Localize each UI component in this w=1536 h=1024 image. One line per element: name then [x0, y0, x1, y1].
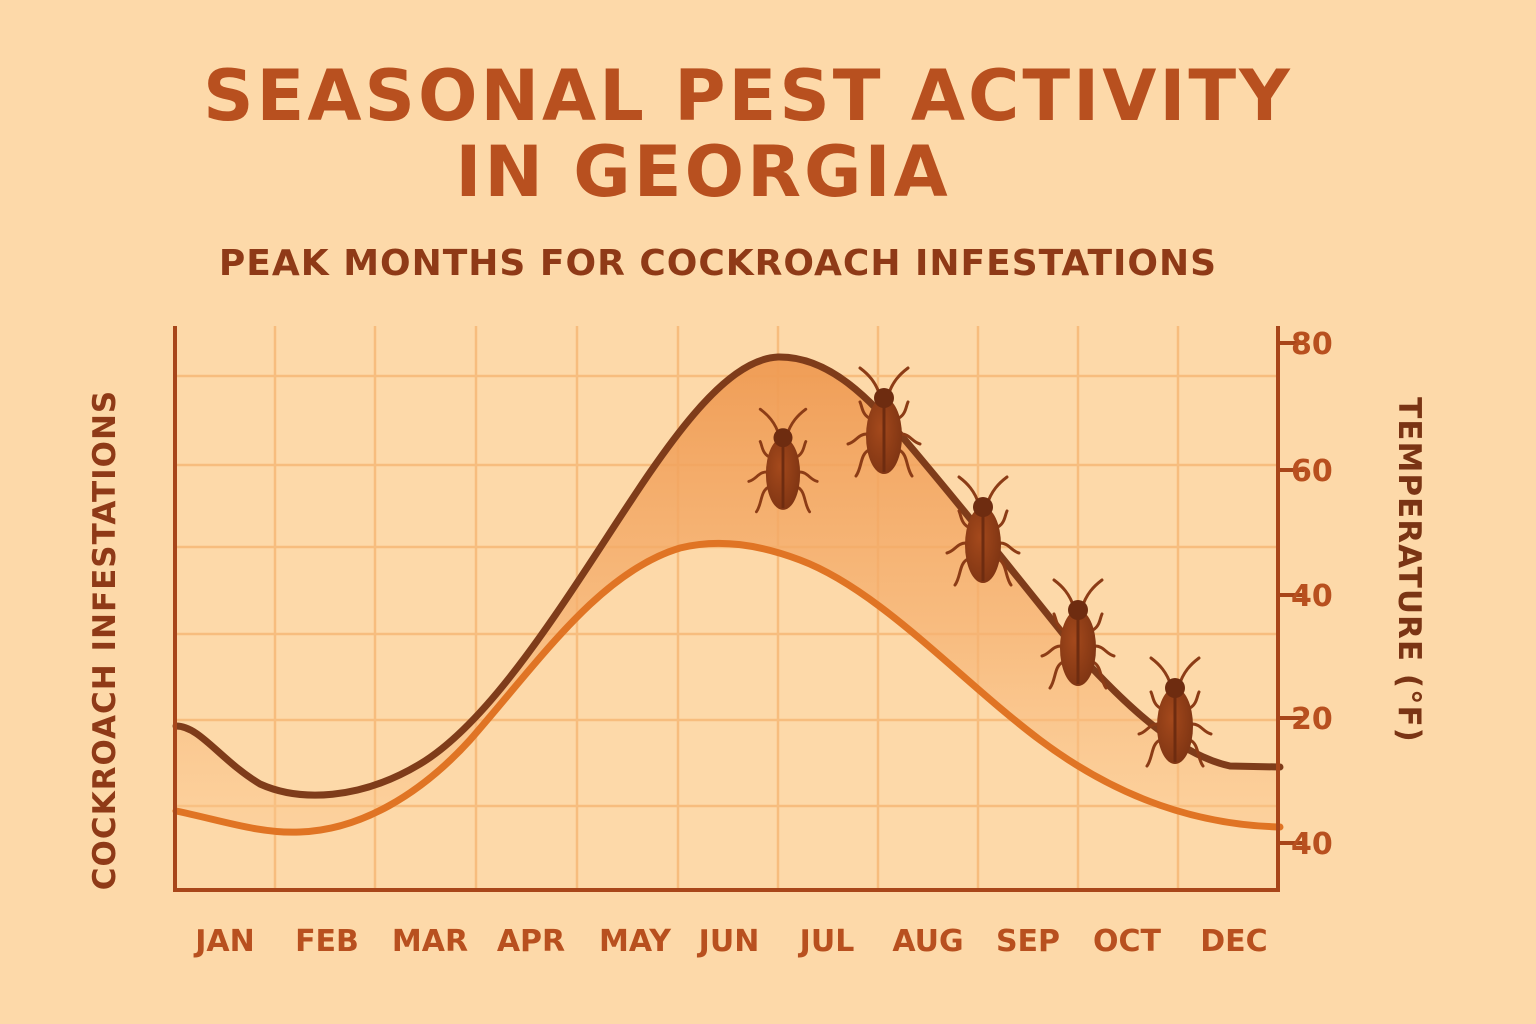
title-line-2: IN GEORGIA — [455, 131, 951, 213]
month-label: MAY — [599, 924, 671, 959]
right-tick-label: 80 — [1291, 327, 1333, 362]
month-label: AUG — [892, 924, 964, 959]
month-label: OCT — [1093, 924, 1161, 959]
temperature-line — [172, 539, 1284, 836]
month-label: SEP — [995, 924, 1061, 959]
right-tick-label: 20 — [1291, 702, 1333, 737]
month-label: MAR — [391, 924, 469, 959]
right-tick-label: 40 — [1291, 579, 1333, 614]
area-fill — [176, 356, 1280, 833]
axes — [173, 326, 1304, 892]
month-label: APR — [496, 924, 566, 959]
right-tick-label: 60 — [1291, 454, 1333, 489]
chart-title: SEASONAL PEST ACTIVITY IN GEORGIA — [0, 58, 1536, 210]
month-label: DEC — [1200, 924, 1268, 959]
title-line-1: SEASONAL PEST ACTIVITY — [203, 55, 1293, 137]
right-tick-label: 40 — [1291, 827, 1333, 862]
month-label: JUL — [799, 924, 855, 959]
month-label: FEB — [295, 924, 359, 959]
month-label: JUN — [698, 924, 760, 959]
month-label: JAN — [195, 924, 255, 959]
chart-subtitle: PEAK MONTHS FOR COCKROACH INFESTATIONS — [218, 243, 1218, 284]
